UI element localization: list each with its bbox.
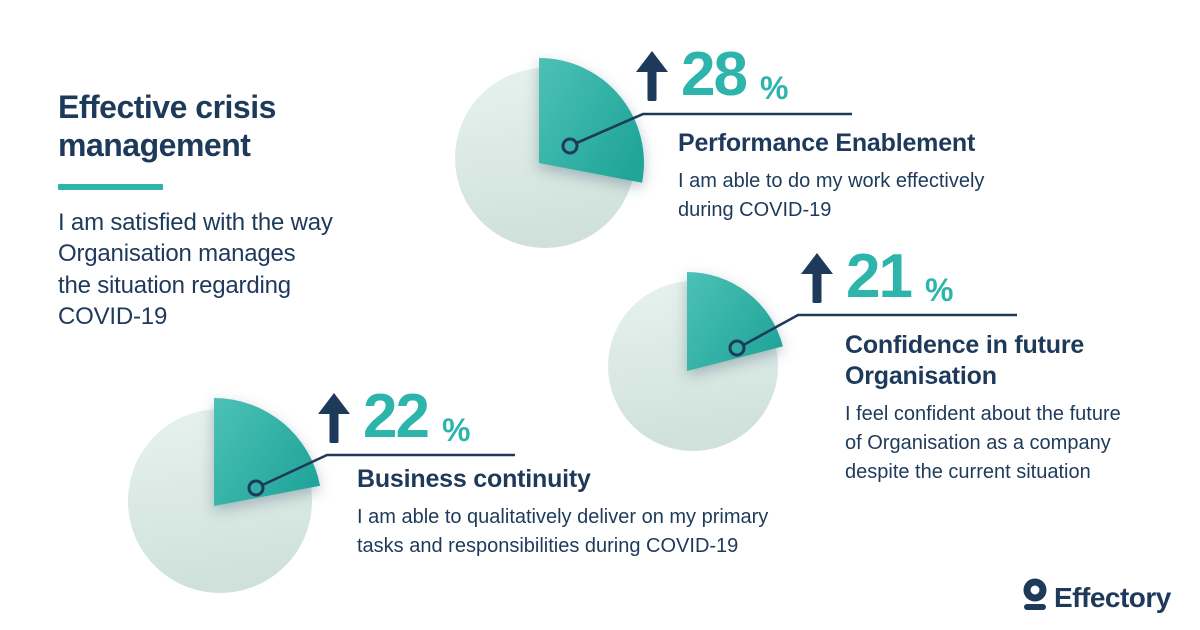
stat-business-continuity: 22 % xyxy=(318,382,471,451)
effectory-logo: Effectory xyxy=(1023,578,1171,611)
intro-description: I am satisfied with the way Organisation… xyxy=(58,208,333,331)
stat-value: 22 xyxy=(363,382,430,451)
intro-section: Effective crisis management I am satisfi… xyxy=(58,88,458,333)
percent-sign: % xyxy=(759,69,789,106)
stat-confidence-future: 21 % xyxy=(801,242,954,311)
pie-chart-confidence-future xyxy=(608,272,783,451)
percent-sign: % xyxy=(924,271,954,308)
chart-title: Performance Enablement xyxy=(678,129,976,157)
chart-title: Confidence in future Organisation xyxy=(845,331,1085,390)
pie-wedge xyxy=(539,58,644,183)
effectory-logo-text: Effectory xyxy=(1054,581,1171,613)
pie-chart-business-continuity xyxy=(128,398,321,593)
stat-value: 21 xyxy=(846,242,913,311)
stat-performance-enablement: 28 % xyxy=(636,40,789,109)
chart-description: I am able to qualitatively deliver on my… xyxy=(357,506,769,557)
caption-business-continuity: Business continuity I am able to qualita… xyxy=(357,464,867,561)
percent-sign: % xyxy=(441,411,471,448)
pie-wedge xyxy=(687,272,783,371)
page-title: Effective crisis management xyxy=(58,89,276,164)
chart-title: Business continuity xyxy=(357,465,591,493)
caption-confidence-future: Confidence in future Organisation I feel… xyxy=(845,330,1190,487)
chart-description: I feel confident about the future of Org… xyxy=(845,403,1121,483)
caption-performance-enablement: Performance Enablement I am able to do m… xyxy=(678,128,1058,225)
stat-value: 28 xyxy=(681,40,748,109)
chart-description: I am able to do my work effectively duri… xyxy=(678,170,985,221)
effectory-logo-icon xyxy=(1023,578,1047,610)
title-divider xyxy=(58,183,163,190)
increase-arrow-icon xyxy=(318,392,350,443)
increase-arrow-icon xyxy=(801,252,833,303)
increase-arrow-icon xyxy=(636,50,668,101)
